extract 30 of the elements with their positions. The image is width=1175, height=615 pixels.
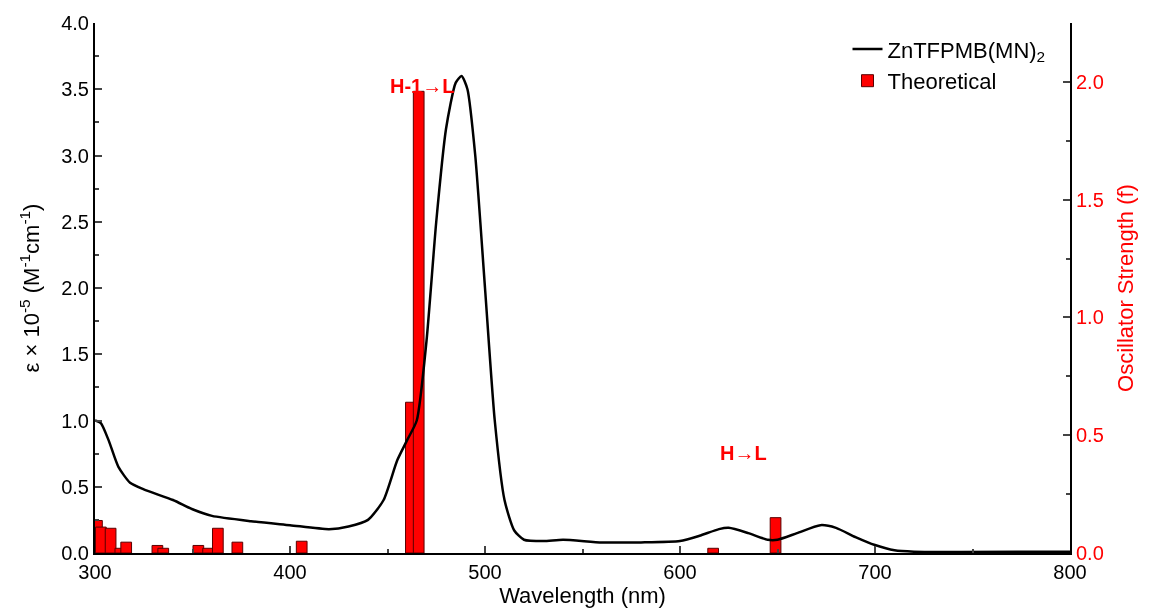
- y2-tick-label: 0.5: [1076, 424, 1104, 447]
- x-tick-label: 600: [663, 561, 697, 583]
- annotation: H→L: [720, 442, 767, 464]
- y2-tick-label: 0.0: [1076, 542, 1104, 564]
- bar: [295, 540, 308, 553]
- y2-axis-title: Oscillator Strength (f): [1113, 184, 1139, 392]
- y-tick-label: 2.5: [61, 210, 89, 233]
- legend-label: Theoretical: [887, 69, 997, 95]
- y2-tick-label: 2.0: [1076, 70, 1104, 93]
- x-tick-label: 500: [468, 561, 502, 583]
- x-tick-label: 800: [1053, 561, 1087, 583]
- bar: [769, 517, 782, 553]
- y-tick-label: 1.5: [61, 343, 89, 366]
- y-tick-label: 3.5: [61, 78, 89, 101]
- bar: [231, 541, 244, 553]
- y-tick-label: 2.0: [61, 277, 89, 299]
- y-tick-label: 0.5: [61, 475, 89, 498]
- y-tick-label: 3.0: [61, 144, 89, 167]
- x-tick-label: 400: [273, 561, 307, 583]
- bar: [707, 547, 720, 553]
- annotation: H-1→L: [390, 75, 455, 97]
- y2-tick-label: 1.5: [1076, 188, 1104, 211]
- x-axis-title: Wavelength (nm): [499, 583, 666, 608]
- x-tick-label: 700: [858, 561, 892, 583]
- legend-label: ZnTFPMB(MN)$_{2}$: [887, 37, 1046, 66]
- y2-tick-label: 1.0: [1076, 306, 1104, 329]
- y-tick-label: 4.0: [61, 12, 89, 34]
- y-tick-label: 1.0: [61, 409, 89, 432]
- x-tick-label: 300: [78, 561, 112, 583]
- y-tick-label: 0.0: [61, 542, 89, 564]
